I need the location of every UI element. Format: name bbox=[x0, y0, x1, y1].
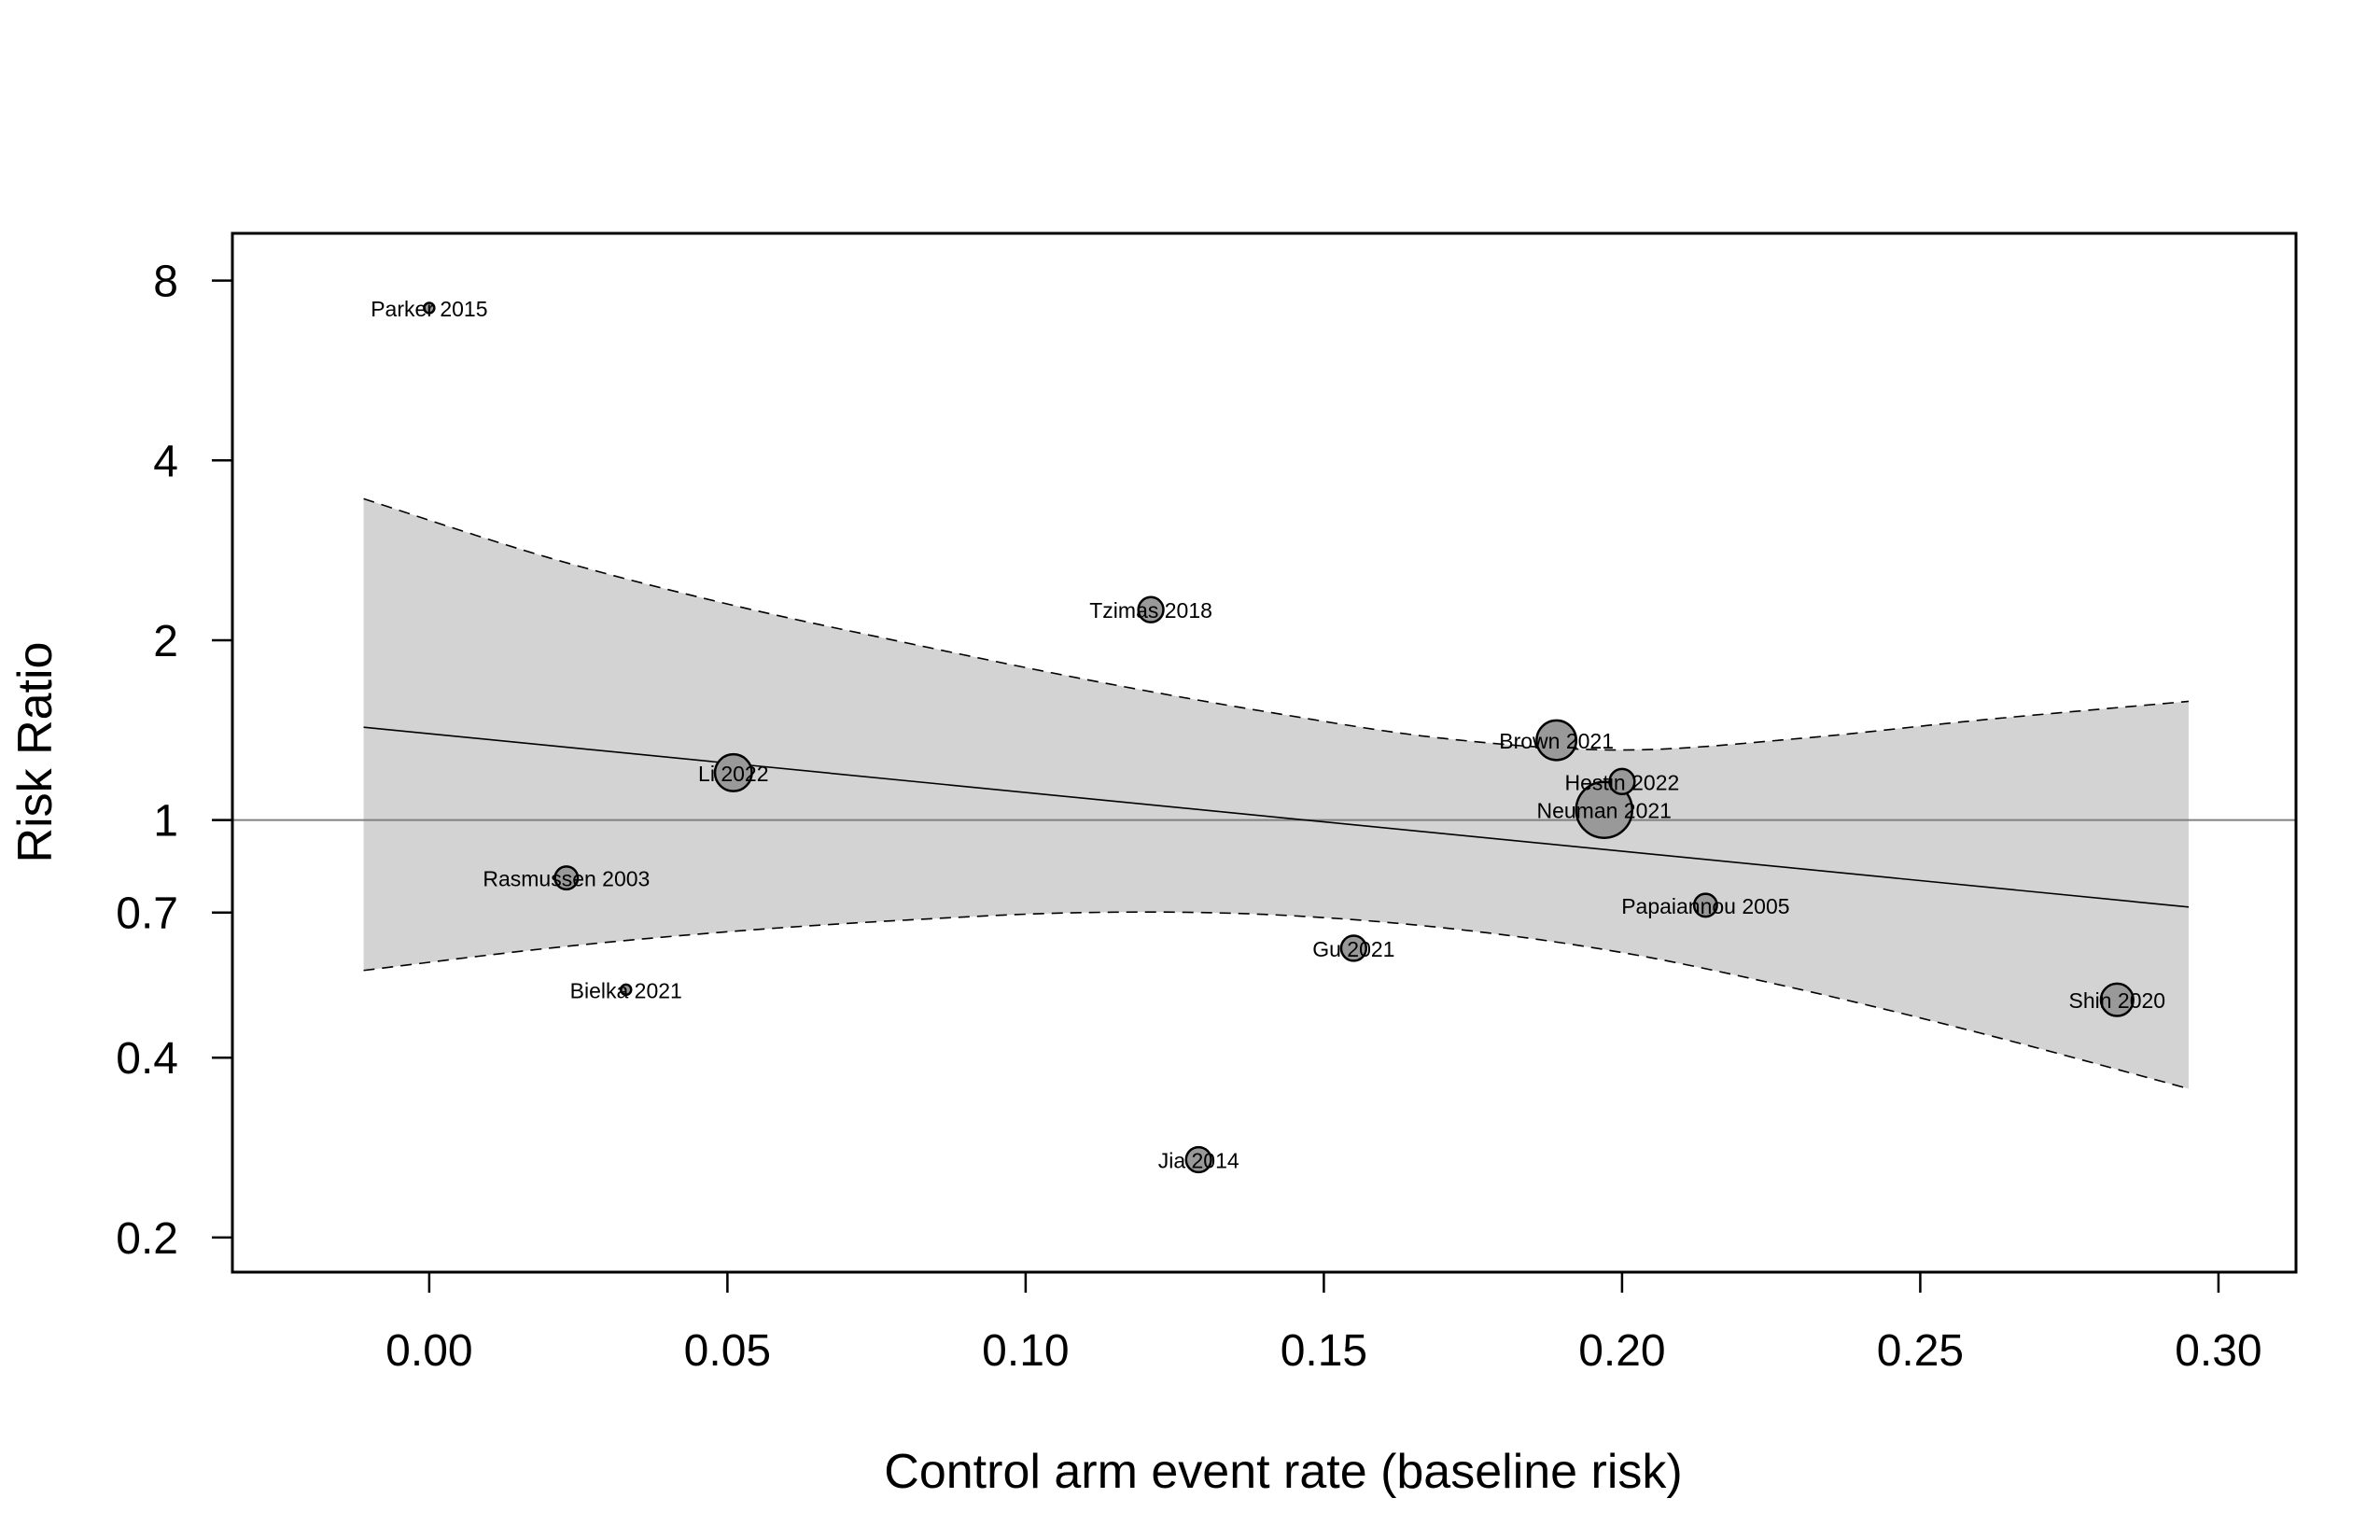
confidence-band bbox=[363, 498, 2189, 1089]
study-label: Rasmussen 2003 bbox=[483, 867, 650, 891]
study-point bbox=[1608, 767, 1636, 796]
study-point bbox=[423, 301, 436, 315]
study-label: Tzimas 2018 bbox=[1089, 598, 1212, 623]
study-label: Brown 2021 bbox=[1499, 729, 1614, 753]
y-tick-label: 8 bbox=[153, 258, 178, 307]
study-label: Li 2022 bbox=[698, 762, 768, 786]
study-label: Neuman 2021 bbox=[1536, 799, 1672, 823]
ci-upper-curve bbox=[363, 497, 2190, 751]
study-label: Parker 2015 bbox=[371, 297, 487, 321]
x-tick-label: 0.05 bbox=[684, 1326, 771, 1376]
study-point bbox=[713, 752, 753, 792]
study-label: Hestin 2022 bbox=[1565, 770, 1680, 794]
y-tick-label: 0.4 bbox=[116, 1034, 178, 1084]
x-tick-label: 0.30 bbox=[2175, 1326, 2261, 1376]
y-tick-label: 0.2 bbox=[116, 1214, 178, 1264]
study-label: Jia 2014 bbox=[1158, 1148, 1239, 1172]
y-tick-label: 1 bbox=[153, 797, 178, 847]
study-point bbox=[1339, 934, 1368, 962]
study-label: Papaiannou 2005 bbox=[1621, 894, 1789, 918]
study-point bbox=[620, 983, 633, 997]
study-point bbox=[553, 865, 580, 891]
x-tick-label: 0.00 bbox=[385, 1326, 472, 1376]
study-point bbox=[1692, 892, 1718, 918]
x-tick-label: 0.10 bbox=[982, 1326, 1069, 1376]
x-tick-label: 0.15 bbox=[1281, 1326, 1367, 1376]
ci-lower-curve bbox=[363, 911, 2190, 1090]
study-point bbox=[1184, 1145, 1212, 1174]
study-label: Bielka 2021 bbox=[570, 978, 682, 1002]
y-tick-label: 0.7 bbox=[116, 889, 178, 939]
x-axis-label: Control arm event rate (baseline risk) bbox=[884, 1445, 1682, 1499]
y-tick-label: 2 bbox=[153, 617, 178, 666]
x-tick-label: 0.20 bbox=[1578, 1326, 1665, 1376]
study-label: Shin 2020 bbox=[2068, 988, 2165, 1013]
y-tick-label: 4 bbox=[153, 437, 178, 486]
study-point bbox=[2099, 982, 2135, 1017]
study-point bbox=[1575, 780, 1633, 839]
study-point bbox=[1535, 719, 1578, 762]
y-axis-label: Risk Ratio bbox=[8, 642, 63, 863]
study-label: Gu 2021 bbox=[1312, 937, 1394, 961]
study-point bbox=[1137, 595, 1165, 623]
regression-line bbox=[363, 726, 2190, 908]
x-tick-label: 0.25 bbox=[1877, 1326, 1964, 1376]
